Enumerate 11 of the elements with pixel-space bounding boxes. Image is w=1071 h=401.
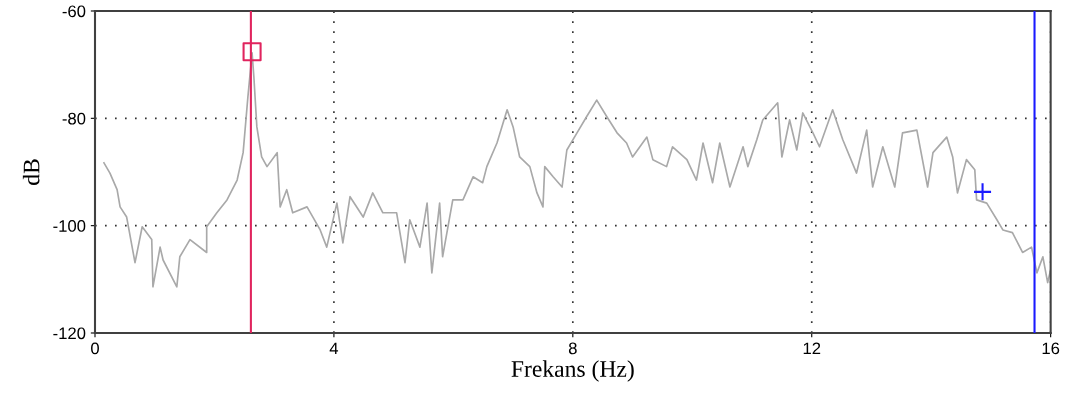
y-axis-title: dB xyxy=(22,159,40,185)
y-tick-label: -100 xyxy=(53,220,86,232)
x-tick-label: 0 xyxy=(91,342,99,355)
x-axis-title: Frekans (Hz) xyxy=(511,360,634,382)
x-tick-label: 16 xyxy=(1042,342,1060,355)
x-tick-label: 4 xyxy=(329,342,339,355)
y-tick-label: -120 xyxy=(53,327,86,340)
y-tick-label: -60 xyxy=(62,5,86,18)
y-tick-label: -80 xyxy=(62,112,86,125)
x-tick-label: 12 xyxy=(803,342,821,355)
x-tick-label: 8 xyxy=(568,342,577,355)
